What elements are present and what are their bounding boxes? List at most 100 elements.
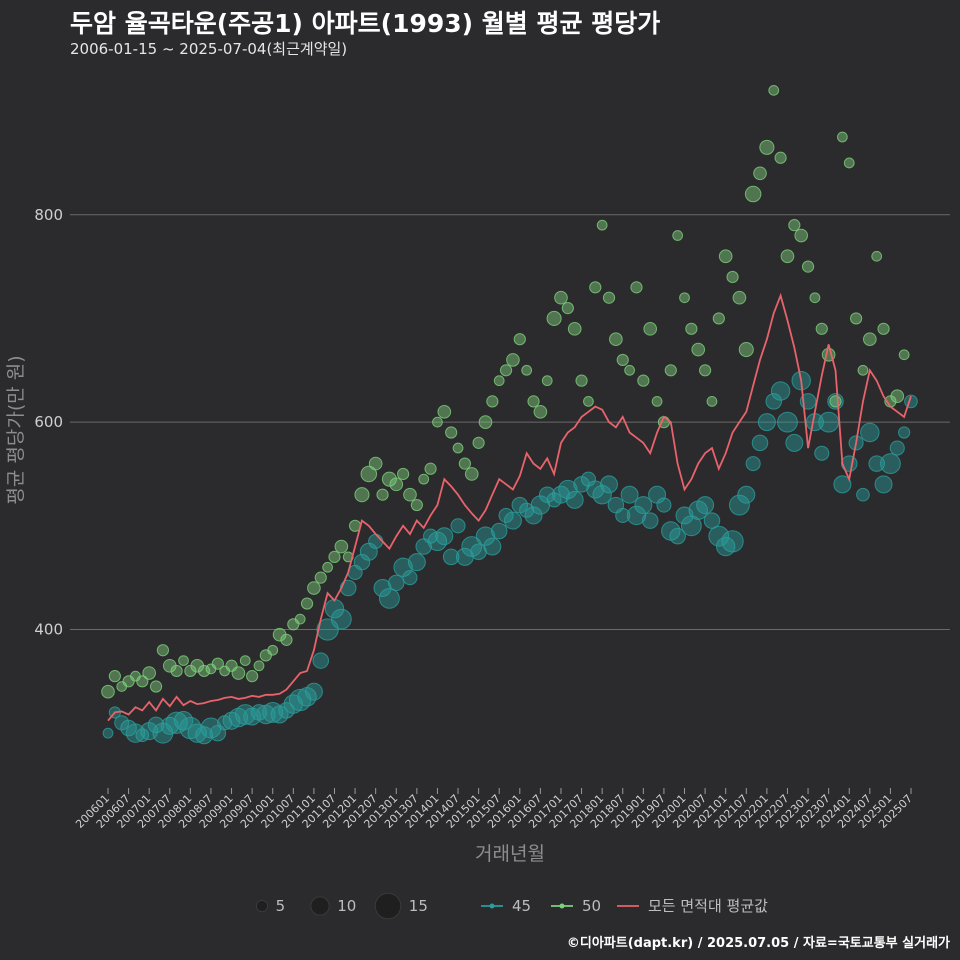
point-50 bbox=[149, 680, 163, 693]
point-45 bbox=[777, 411, 798, 433]
point-50 bbox=[609, 332, 623, 347]
point-50 bbox=[738, 342, 754, 358]
point-50 bbox=[541, 375, 553, 387]
point-50 bbox=[314, 571, 327, 584]
point-50 bbox=[630, 281, 643, 294]
point-50 bbox=[307, 581, 321, 595]
point-45 bbox=[708, 525, 730, 547]
point-45 bbox=[304, 682, 323, 701]
point-50 bbox=[464, 467, 479, 481]
point-45 bbox=[173, 711, 194, 731]
point-50 bbox=[197, 664, 211, 678]
point-45 bbox=[656, 497, 672, 513]
point-45 bbox=[860, 422, 880, 443]
point-45 bbox=[353, 553, 371, 571]
point-45 bbox=[475, 526, 496, 546]
point-45 bbox=[503, 511, 522, 530]
point-45 bbox=[715, 536, 736, 557]
point-45 bbox=[125, 723, 146, 743]
y-tick-label: 600 bbox=[34, 413, 63, 431]
point-50 bbox=[871, 250, 883, 262]
point-50 bbox=[554, 290, 568, 305]
point-50 bbox=[486, 395, 499, 408]
point-45 bbox=[814, 445, 830, 461]
x-axis-ticks: 2006012006072007012007072008012008072009… bbox=[73, 788, 915, 831]
point-45 bbox=[765, 393, 782, 410]
point-45 bbox=[228, 707, 249, 728]
point-50 bbox=[643, 322, 658, 336]
point-50 bbox=[857, 364, 869, 376]
point-45 bbox=[889, 440, 905, 456]
point-45 bbox=[234, 704, 256, 725]
point-50 bbox=[596, 219, 608, 231]
point-50 bbox=[794, 228, 809, 243]
point-50 bbox=[478, 415, 493, 429]
point-50 bbox=[410, 498, 423, 512]
point-50 bbox=[616, 353, 629, 367]
point-45 bbox=[442, 548, 460, 566]
size-legend-label: 10 bbox=[337, 897, 356, 915]
point-50 bbox=[567, 322, 582, 336]
point-50 bbox=[706, 396, 718, 407]
point-50 bbox=[246, 670, 259, 683]
legend-key-dot bbox=[489, 903, 495, 909]
point-45 bbox=[600, 475, 618, 494]
point-50 bbox=[142, 666, 156, 680]
point-50 bbox=[211, 657, 224, 670]
point-45 bbox=[785, 433, 804, 452]
point-45 bbox=[524, 506, 543, 525]
point-50 bbox=[472, 436, 485, 449]
chart-title: 두암 율곡타운(주공1) 아파트(1993) 월별 평균 평당가 bbox=[70, 9, 661, 38]
point-45 bbox=[339, 579, 357, 597]
point-50 bbox=[533, 404, 548, 419]
point-50 bbox=[637, 374, 650, 387]
point-45 bbox=[592, 485, 612, 505]
point-45 bbox=[874, 475, 893, 494]
point-45 bbox=[378, 587, 400, 609]
point-45 bbox=[751, 434, 769, 452]
point-50 bbox=[381, 471, 397, 487]
point-45 bbox=[435, 527, 454, 546]
point-50 bbox=[397, 467, 410, 481]
point-45 bbox=[368, 533, 384, 549]
point-50 bbox=[280, 633, 293, 646]
size-legend-label: 15 bbox=[409, 897, 428, 915]
point-50 bbox=[744, 185, 762, 203]
point-45 bbox=[102, 727, 114, 739]
point-50 bbox=[679, 292, 690, 304]
point-50 bbox=[843, 157, 855, 169]
point-50 bbox=[780, 249, 795, 264]
point-50 bbox=[801, 260, 815, 273]
point-50 bbox=[561, 301, 574, 315]
y-axis-title: 평균 평당가(만 원) bbox=[5, 355, 27, 504]
y-tick-label: 800 bbox=[34, 206, 63, 224]
point-50 bbox=[774, 151, 787, 164]
point-50 bbox=[685, 322, 698, 335]
point-50 bbox=[170, 664, 183, 678]
average-line bbox=[107, 292, 912, 722]
point-50 bbox=[829, 395, 842, 408]
legend: 5 10 15 45 50 모든 면적대 평균값 bbox=[255, 892, 768, 920]
point-45 bbox=[407, 553, 426, 572]
point-50 bbox=[527, 395, 540, 408]
point-50 bbox=[506, 353, 520, 367]
data-points bbox=[101, 84, 918, 745]
point-50 bbox=[136, 675, 149, 688]
point-45 bbox=[641, 512, 659, 529]
point-45 bbox=[330, 608, 352, 630]
point-50 bbox=[877, 322, 890, 335]
point-50 bbox=[664, 364, 677, 377]
point-45 bbox=[262, 702, 284, 723]
point-50 bbox=[108, 670, 121, 683]
point-45 bbox=[626, 505, 647, 526]
legend-label-45: 45 bbox=[512, 897, 531, 915]
point-45 bbox=[833, 475, 852, 494]
point-45 bbox=[580, 471, 596, 487]
point-45 bbox=[745, 456, 761, 472]
point-45 bbox=[558, 479, 578, 500]
point-50 bbox=[458, 457, 471, 470]
point-50 bbox=[334, 539, 349, 554]
point-50 bbox=[849, 312, 863, 325]
point-45 bbox=[470, 543, 487, 560]
